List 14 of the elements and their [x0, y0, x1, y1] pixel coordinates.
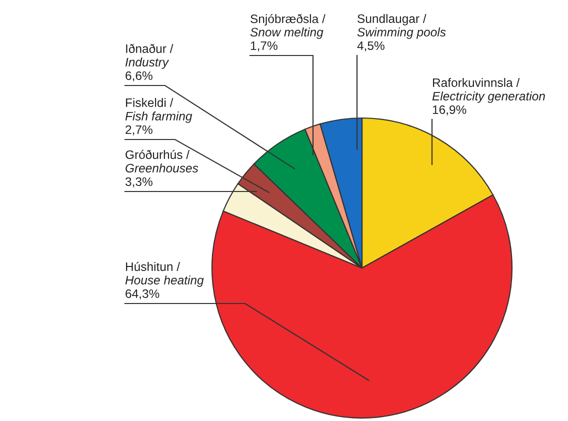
slice-label: Húshitun / House heating [125, 262, 204, 287]
slice-label: Fiskeldi / Fish farming [125, 98, 192, 123]
data-label: 4,5% [357, 41, 384, 52]
slice-label: Raforkuvinnsla / Electricity generation [432, 78, 545, 103]
slice-label: Iðnaður / Industry [125, 44, 174, 69]
data-label: 1,7% [250, 41, 278, 52]
data-label: 2,7% [126, 125, 152, 136]
slice-label: Sundlaugar / Swimming pools [357, 14, 446, 39]
data-label: 3,3% [125, 177, 152, 188]
data-label: 64,3% [126, 289, 160, 300]
data-label: 16,9% [432, 105, 466, 116]
data-label: 6,6% [126, 71, 152, 82]
slice-label: Snjóbræðsla / Snow melting [250, 14, 326, 39]
slice-label: Gróðurhús / Greenhouses [126, 150, 198, 172]
